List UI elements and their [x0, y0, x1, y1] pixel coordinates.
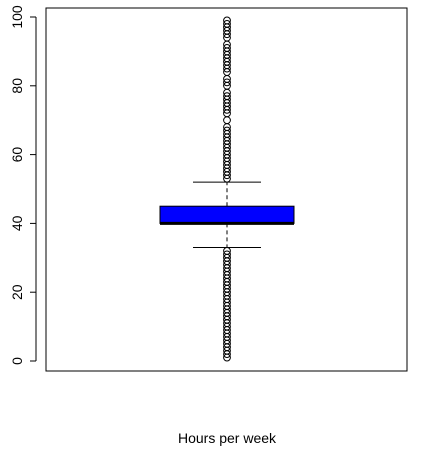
- plot-frame: [45, 7, 408, 372]
- y-tick-label: 80: [9, 78, 25, 94]
- y-axis: 0 20 40 60 80 100: [9, 5, 37, 365]
- outlier-point: [223, 16, 231, 25]
- outlier-point: [223, 247, 231, 255]
- outlier-point: [223, 19, 231, 28]
- outlier-point: [223, 78, 231, 87]
- y-tick-label: 60: [9, 147, 25, 163]
- outlier-point: [223, 250, 231, 259]
- y-tick-label: 20: [9, 284, 25, 300]
- y-tick-label: 100: [9, 5, 25, 29]
- x-axis-label: Hours per week: [178, 430, 277, 446]
- outlier-point: [223, 44, 231, 52]
- outlier-point: [223, 116, 231, 125]
- plot-area: [159, 16, 295, 362]
- outlier-point: [223, 126, 231, 135]
- iqr-box: [159, 205, 295, 224]
- outlier-point: [223, 92, 231, 101]
- y-tick-label: 40: [9, 215, 25, 231]
- y-tick-label: 0: [9, 357, 25, 365]
